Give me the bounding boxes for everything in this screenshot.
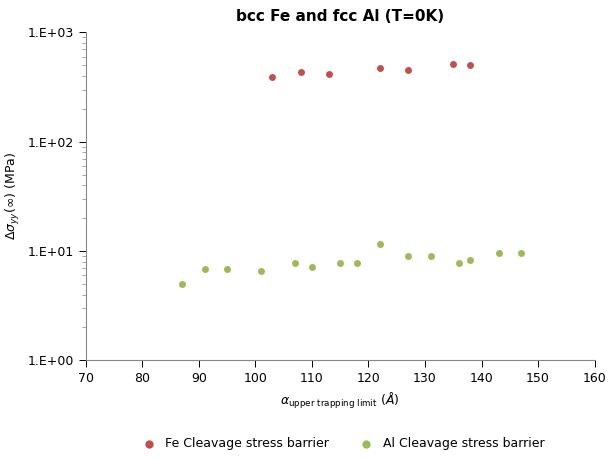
Al Cleavage stress barrier — [493, 250, 503, 257]
Al Cleavage stress barrier — [465, 257, 475, 264]
Al Cleavage stress barrier — [375, 241, 385, 248]
Al Cleavage stress barrier — [256, 268, 266, 275]
Fe Cleavage stress barrier — [403, 67, 413, 74]
Title: bcc Fe and fcc Al (T=0K): bcc Fe and fcc Al (T=0K) — [236, 9, 444, 24]
Fe Cleavage stress barrier — [375, 65, 385, 72]
Al Cleavage stress barrier — [335, 259, 345, 267]
Fe Cleavage stress barrier — [267, 73, 277, 81]
Al Cleavage stress barrier — [177, 280, 187, 288]
Al Cleavage stress barrier — [516, 250, 526, 257]
Al Cleavage stress barrier — [200, 266, 210, 273]
Al Cleavage stress barrier — [223, 266, 232, 273]
Y-axis label: $\Delta\sigma_{yy}(\infty)\ \rm{(MPa)}$: $\Delta\sigma_{yy}(\infty)\ \rm{(MPa)}$ — [4, 152, 22, 240]
Legend: Fe Cleavage stress barrier, Al Cleavage stress barrier: Fe Cleavage stress barrier, Al Cleavage … — [131, 432, 549, 455]
Fe Cleavage stress barrier — [465, 61, 475, 69]
Fe Cleavage stress barrier — [324, 70, 334, 77]
Al Cleavage stress barrier — [290, 259, 300, 267]
Fe Cleavage stress barrier — [448, 61, 458, 68]
Al Cleavage stress barrier — [403, 252, 413, 260]
Al Cleavage stress barrier — [307, 263, 317, 270]
X-axis label: $\alpha_{\rm upper\ trapping\ limit}\ (\AA)$: $\alpha_{\rm upper\ trapping\ limit}\ (\… — [281, 391, 400, 411]
Al Cleavage stress barrier — [426, 252, 436, 260]
Fe Cleavage stress barrier — [295, 69, 305, 76]
Al Cleavage stress barrier — [352, 259, 362, 267]
Al Cleavage stress barrier — [454, 259, 464, 267]
